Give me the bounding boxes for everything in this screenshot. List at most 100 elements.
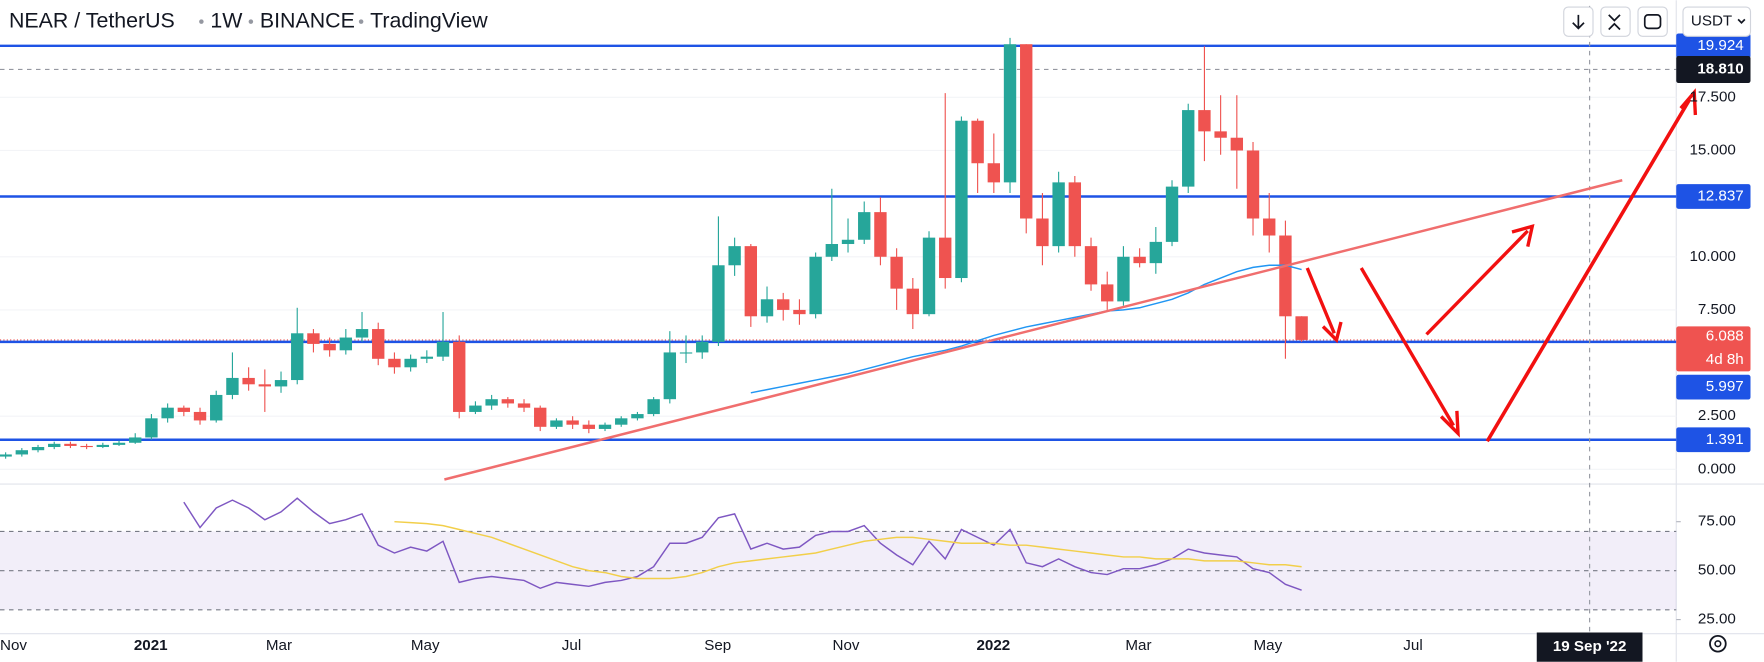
overlay: 0.000 2.500 7.500 10.000 15.000 17.500 25.00 50… <box>0 33 1751 662</box>
level-label: 1.391 <box>1706 431 1744 448</box>
moving-average <box>750 264 1302 394</box>
arrow <box>1485 98 1692 443</box>
candle-body <box>0 454 12 457</box>
candle-body <box>274 380 288 387</box>
candle-body <box>129 437 142 443</box>
y-tick-label: 17.500 <box>1689 88 1735 105</box>
icon <box>1643 14 1662 30</box>
candle-body <box>242 377 255 385</box>
y-tick-label: 10.000 <box>1689 248 1735 265</box>
x-tick-label: Jul <box>1403 637 1422 654</box>
candle-body <box>922 237 936 315</box>
candle-body <box>647 399 660 415</box>
candle-body <box>1003 44 1017 183</box>
level-label-bg <box>1676 33 1751 59</box>
trend-line <box>444 179 1623 481</box>
y-tick-label: 7.500 <box>1698 301 1736 318</box>
level-label-bg <box>1676 427 1751 453</box>
candle-body <box>679 352 693 354</box>
candle-body <box>550 420 563 427</box>
crosshair-date-bg <box>1536 632 1643 662</box>
snapshot-button[interactable] <box>1637 6 1668 37</box>
settings-icon[interactable] <box>1709 634 1727 653</box>
candle-body <box>841 239 855 245</box>
rsi-tick-label: 25.00 <box>1698 611 1736 628</box>
level-label: 19.924 <box>1697 37 1743 54</box>
candle-body <box>339 337 353 351</box>
level-label-bg <box>1676 184 1751 209</box>
x-tick-label: May <box>411 637 440 654</box>
candle-body <box>1246 150 1260 219</box>
header-bg <box>0 0 518 43</box>
x-tick-label: Mar <box>1125 637 1151 654</box>
candle-body <box>1149 241 1163 264</box>
candle-body <box>31 447 45 451</box>
candle-body <box>1020 44 1033 219</box>
candle-body <box>712 265 725 342</box>
arrow-head <box>1439 410 1460 438</box>
candle-body <box>420 356 434 359</box>
candle-body <box>696 341 709 353</box>
candle-body <box>1133 256 1146 264</box>
symbol: NEAR / TetherUS <box>9 8 175 32</box>
candle-body <box>744 246 758 317</box>
icon <box>1572 14 1585 30</box>
rsi-tick-label: 75.00 <box>1698 513 1736 530</box>
arrow <box>1359 267 1455 427</box>
fullscreen-button[interactable] <box>1600 6 1631 37</box>
candle-body <box>1279 235 1292 317</box>
source: TradingView <box>370 8 488 32</box>
candle-body <box>355 329 369 338</box>
candle-body <box>453 341 466 412</box>
arrow-head <box>1679 88 1698 116</box>
candle-body <box>825 244 839 257</box>
candle-body <box>388 358 401 368</box>
candle-body <box>777 299 790 310</box>
separator <box>358 19 364 24</box>
candle-body <box>906 288 920 315</box>
arrow-head <box>1511 223 1535 247</box>
candle-body <box>728 246 741 266</box>
icon <box>1608 14 1621 31</box>
x-tick-label: Jul <box>562 637 581 654</box>
candle-body <box>874 212 887 257</box>
candle-body <box>534 407 547 427</box>
candle-body <box>566 420 579 425</box>
level-label: 12.837 <box>1697 187 1743 204</box>
candle-body <box>404 358 417 368</box>
last-price-label: 6.088 <box>1706 328 1744 345</box>
crosshair-price-bg <box>1676 55 1751 83</box>
candle-body <box>1084 246 1098 285</box>
y-tick-label: 0.000 <box>1698 460 1736 477</box>
candle-body <box>631 414 644 419</box>
x-tick-label: 2021 <box>134 637 168 654</box>
candle-body <box>436 341 450 357</box>
candle-body <box>598 424 612 429</box>
candle-body <box>858 212 871 240</box>
separator <box>248 19 254 24</box>
crosshair-price-label: 18.810 <box>1697 61 1743 78</box>
candle-body <box>96 444 110 448</box>
y-tick-label: 2.500 <box>1698 407 1736 424</box>
candle-body <box>955 120 968 279</box>
candle-body <box>469 405 482 412</box>
candle-body <box>793 309 806 315</box>
x-tick-label: Nov <box>833 637 860 654</box>
rsi-ma-line <box>394 520 1302 580</box>
candle-body <box>517 403 531 408</box>
candle-body <box>307 333 320 344</box>
currency-button[interactable] <box>1682 6 1752 37</box>
arrow <box>1425 229 1529 336</box>
candle-body <box>1263 218 1276 236</box>
candle-body <box>291 333 304 381</box>
candle-body <box>1117 256 1130 302</box>
candle-body <box>1068 182 1082 247</box>
x-tick-label: 2022 <box>976 637 1010 654</box>
y-tick-label: 15.000 <box>1689 142 1735 159</box>
interval: 1W <box>210 8 243 32</box>
candle-body <box>582 424 596 429</box>
candle-body <box>1165 186 1179 242</box>
